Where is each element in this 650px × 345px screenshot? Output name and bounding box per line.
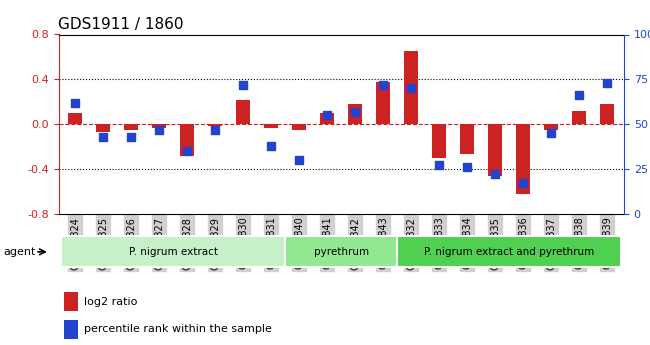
FancyBboxPatch shape bbox=[285, 236, 397, 267]
Bar bbox=[600, 104, 614, 124]
Bar bbox=[320, 113, 334, 124]
FancyBboxPatch shape bbox=[61, 236, 285, 267]
Bar bbox=[516, 124, 530, 194]
Text: P. nigrum extract: P. nigrum extract bbox=[129, 247, 218, 257]
Bar bbox=[292, 124, 306, 130]
Bar bbox=[460, 124, 474, 155]
Bar bbox=[152, 124, 166, 128]
Bar bbox=[376, 81, 390, 124]
Bar bbox=[404, 51, 418, 124]
Bar bbox=[64, 320, 78, 339]
Point bbox=[294, 157, 304, 163]
Point bbox=[378, 82, 389, 88]
Point bbox=[490, 172, 501, 177]
Point bbox=[182, 148, 192, 154]
Point bbox=[322, 112, 332, 118]
Bar bbox=[64, 292, 78, 311]
Text: log2 ratio: log2 ratio bbox=[84, 297, 137, 306]
Bar bbox=[432, 124, 447, 158]
Text: agent: agent bbox=[3, 247, 35, 257]
Point bbox=[210, 127, 220, 132]
Point bbox=[126, 134, 136, 139]
Point bbox=[98, 134, 109, 139]
Point bbox=[546, 130, 556, 136]
Point bbox=[518, 181, 528, 186]
Bar bbox=[180, 124, 194, 156]
Point bbox=[70, 100, 81, 106]
Bar bbox=[208, 124, 222, 126]
Point bbox=[154, 127, 164, 132]
Text: pyrethrum: pyrethrum bbox=[314, 247, 369, 257]
Bar bbox=[236, 99, 250, 124]
Point bbox=[462, 165, 473, 170]
Bar bbox=[68, 113, 83, 124]
Point bbox=[266, 143, 276, 148]
Point bbox=[350, 109, 361, 115]
FancyBboxPatch shape bbox=[397, 236, 621, 267]
Point bbox=[406, 86, 417, 91]
Bar bbox=[488, 124, 502, 176]
Point bbox=[574, 93, 584, 98]
Bar bbox=[348, 104, 362, 124]
Bar bbox=[572, 111, 586, 124]
Point bbox=[602, 80, 612, 86]
Text: GDS1911 / 1860: GDS1911 / 1860 bbox=[58, 17, 184, 32]
Text: percentile rank within the sample: percentile rank within the sample bbox=[84, 325, 272, 334]
Point bbox=[238, 82, 248, 88]
Text: P. nigrum extract and pyrethrum: P. nigrum extract and pyrethrum bbox=[424, 247, 594, 257]
Point bbox=[434, 163, 445, 168]
Bar bbox=[96, 124, 110, 132]
Bar bbox=[544, 124, 558, 130]
Bar bbox=[124, 124, 138, 130]
Bar bbox=[265, 124, 278, 128]
